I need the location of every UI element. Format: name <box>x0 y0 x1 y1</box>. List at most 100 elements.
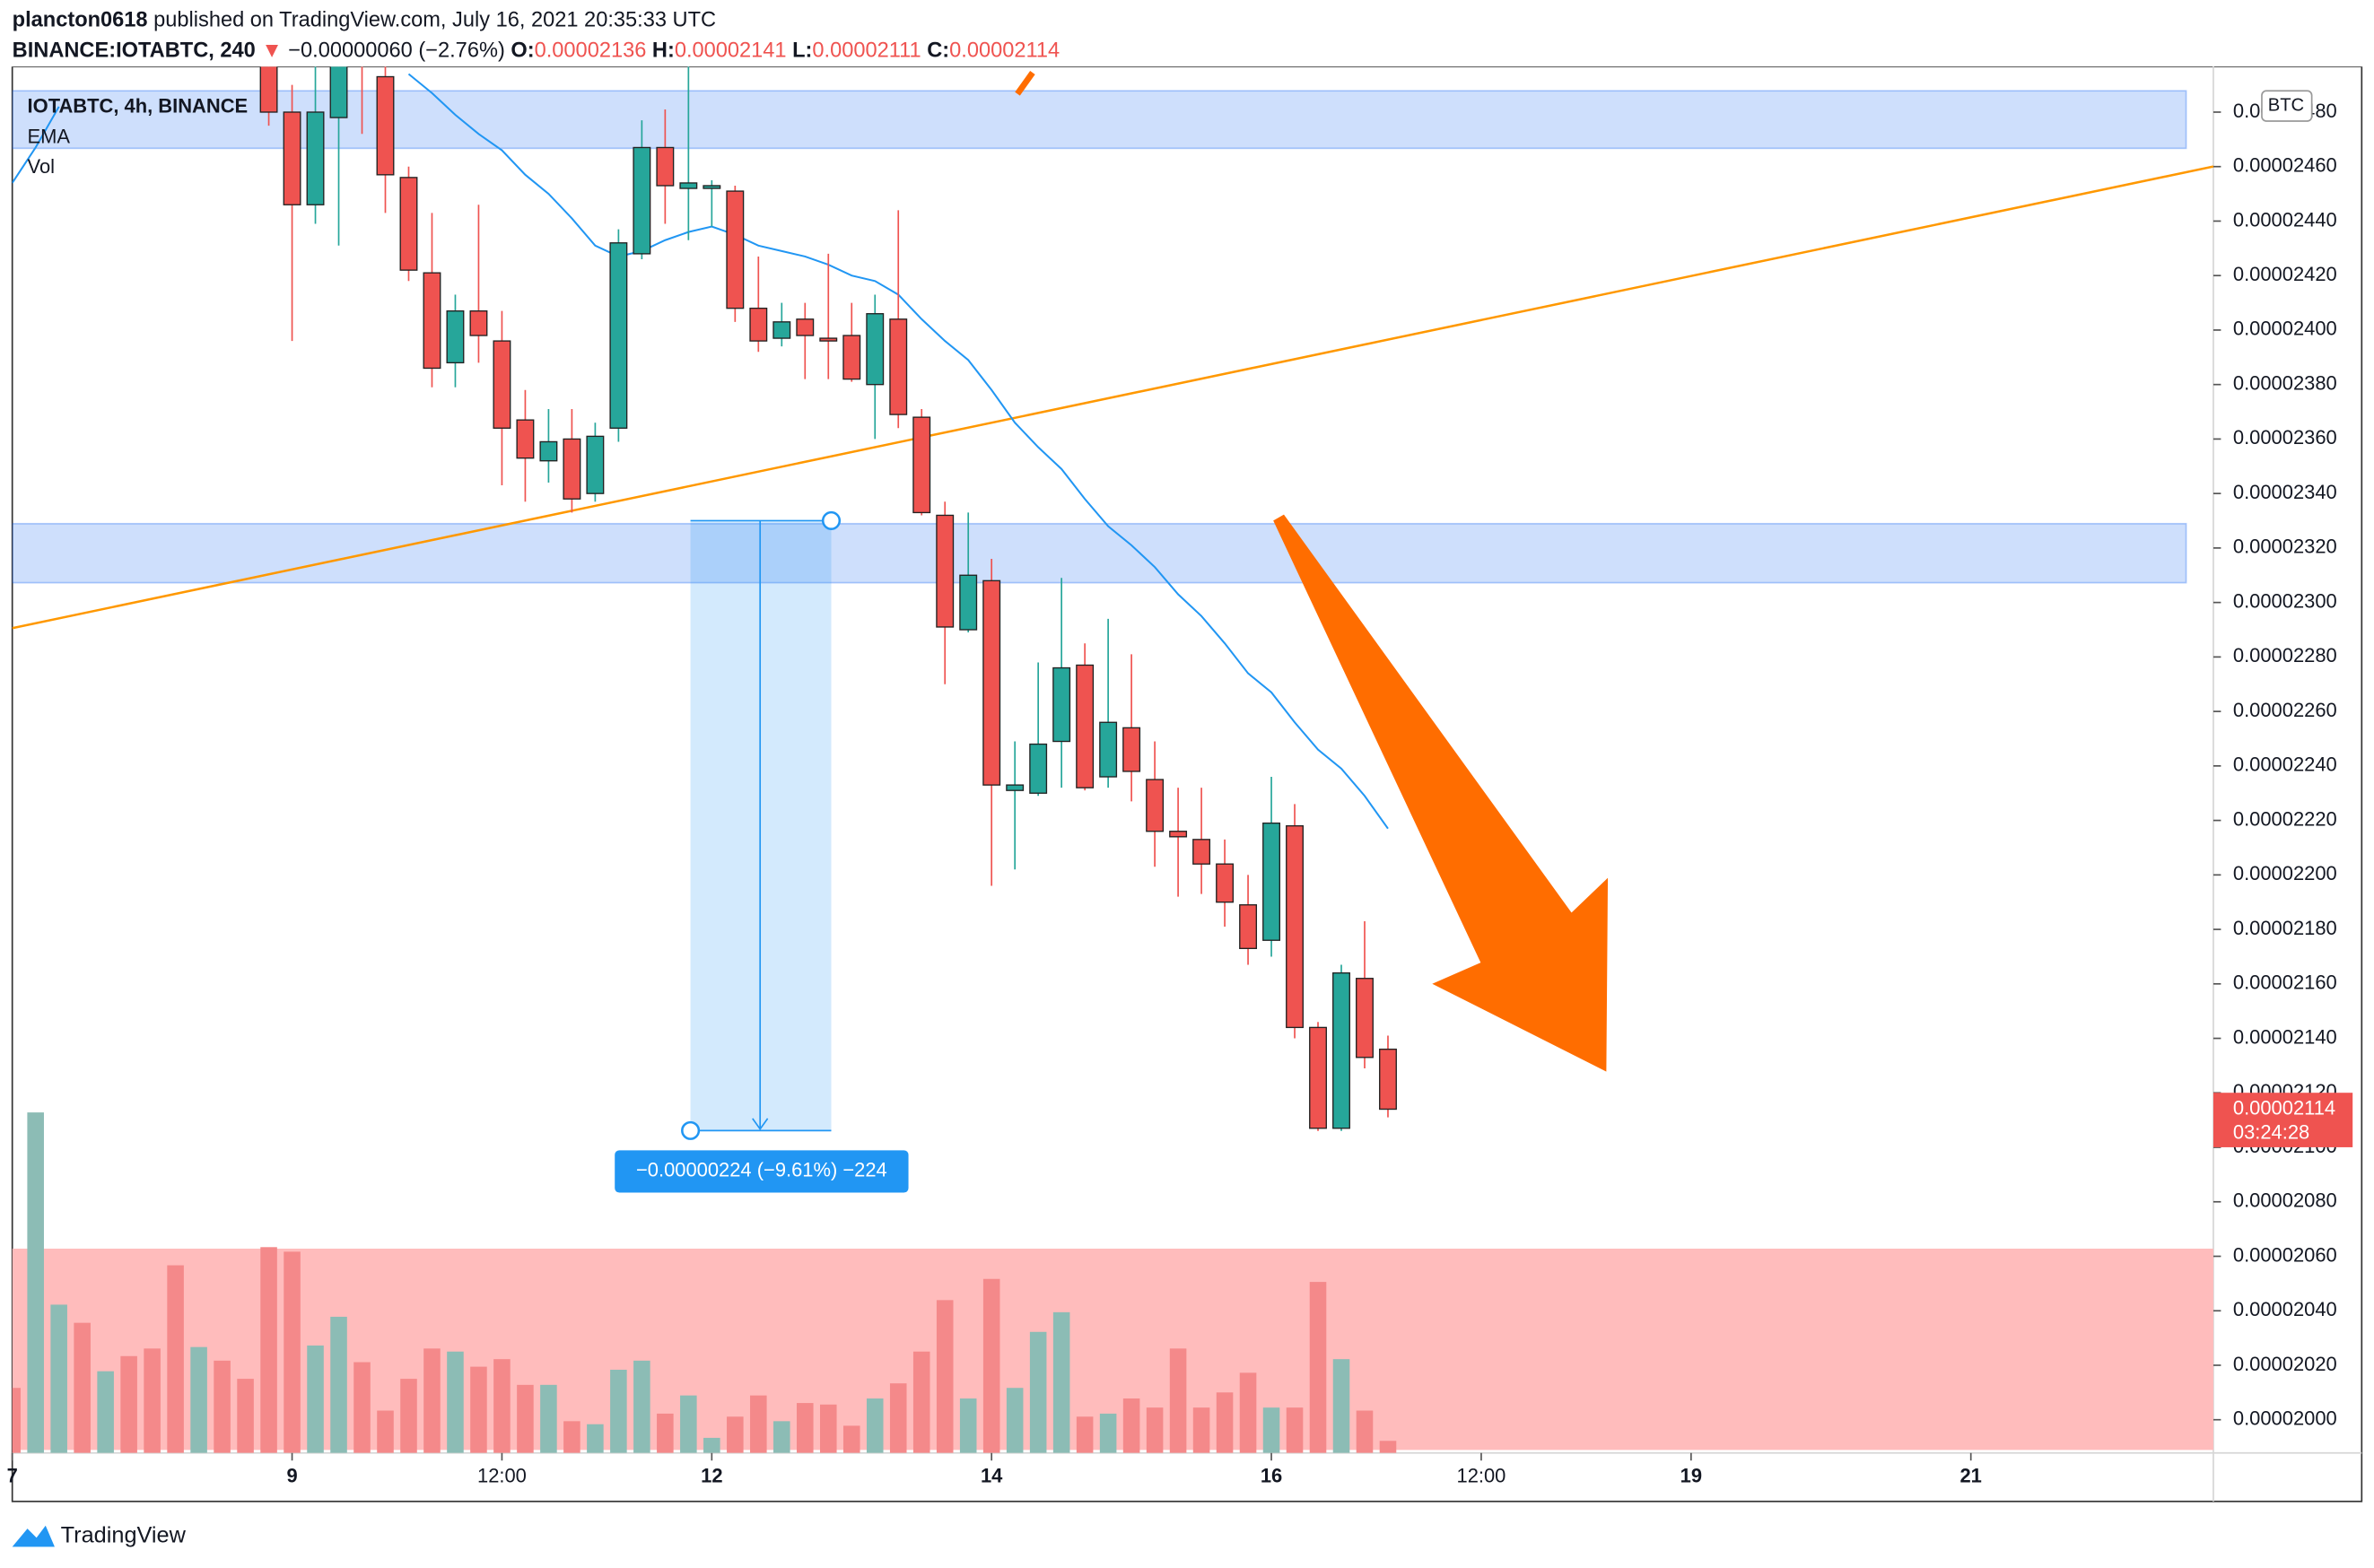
support-zone <box>12 522 2187 584</box>
volume-bar <box>307 1345 324 1453</box>
y-tick-label: 0.00002200 <box>2233 862 2337 884</box>
candle-body <box>749 307 768 342</box>
legend-volume: Vol <box>28 155 55 178</box>
y-tick-label: 0.00002300 <box>2233 589 2337 612</box>
volume-bar <box>1076 1416 1094 1453</box>
volume-bar <box>74 1322 91 1453</box>
volume-bar <box>377 1410 394 1453</box>
candle-body <box>842 335 861 380</box>
header-line-1: plancton0618 published on TradingView.co… <box>13 9 716 32</box>
volume-bar <box>912 1351 930 1453</box>
candle-body <box>1332 971 1350 1129</box>
candle-body <box>283 111 301 205</box>
candle-body <box>539 440 558 462</box>
x-tick-label: 19 <box>1680 1465 1702 1487</box>
header-bg <box>0 0 2374 67</box>
candle-body <box>726 190 745 309</box>
volume-bar <box>1286 1407 1304 1453</box>
y-tick-label: 0.00002060 <box>2233 1243 2337 1266</box>
candle-body <box>259 66 278 113</box>
candle-body <box>1192 839 1211 865</box>
trend-line <box>12 165 2213 630</box>
arrow-fragment <box>1015 71 1035 96</box>
candle-body <box>936 514 955 628</box>
y-tick-label: 0.00002400 <box>2233 318 2337 340</box>
candle-body <box>1006 784 1025 791</box>
volume-bar <box>936 1300 954 1453</box>
volume-bar <box>773 1421 790 1453</box>
ohlc-key: C: <box>927 39 949 63</box>
candle-body <box>1029 743 1048 794</box>
candle-body <box>1309 1026 1327 1129</box>
y-tick-label: 0.00002040 <box>2233 1298 2337 1320</box>
candle-body <box>1099 721 1118 778</box>
volume-bar <box>842 1425 860 1453</box>
volume-bar <box>1146 1407 1164 1453</box>
candle-body <box>889 318 908 415</box>
ohlc-value: 0.00002111 <box>812 39 921 63</box>
volume-bar <box>1379 1441 1397 1453</box>
change: −0.00000060 (−2.76%) <box>288 39 505 63</box>
y-tick-label: 0.00002340 <box>2233 481 2337 503</box>
candle-body <box>796 318 815 336</box>
candle-body <box>912 416 931 514</box>
y-tick-label: 0.00002460 <box>2233 154 2337 177</box>
volume-bar <box>819 1404 837 1453</box>
volume-bar <box>657 1413 674 1453</box>
candle-body <box>469 310 488 336</box>
x-tick-label: 12:00 <box>477 1465 527 1487</box>
y-tick-label: 0.00002440 <box>2233 208 2337 231</box>
volume-bar <box>1192 1407 1210 1453</box>
ohlc-key: H: <box>652 39 675 63</box>
x-tick-label: 16 <box>1261 1465 1282 1487</box>
candle-body <box>656 146 675 187</box>
publisher: plancton0618 <box>13 9 148 32</box>
volume-bar <box>423 1348 441 1453</box>
x-tick-label: 21 <box>1959 1465 1981 1487</box>
volume-bar <box>447 1351 464 1453</box>
candle-body <box>772 321 791 339</box>
candle-body <box>866 313 885 386</box>
published: published on TradingView.com, July 16, 2… <box>153 9 716 32</box>
y-tick-label: 0.00002180 <box>2233 917 2337 939</box>
y-tick-label: 0.00002000 <box>2233 1407 2337 1430</box>
volume-bar <box>680 1395 697 1453</box>
volume-bar <box>1309 1282 1327 1453</box>
measure-handle <box>821 510 842 530</box>
y-tick-label: 0.00002220 <box>2233 807 2337 830</box>
volume-bar <box>727 1416 744 1453</box>
ema-line <box>12 106 60 184</box>
y-tick-label: 0.00002320 <box>2233 536 2337 558</box>
symbol: BINANCE:IOTABTC, 240 <box>13 39 256 63</box>
volume-bar <box>1006 1388 1024 1453</box>
candle-body <box>703 185 721 189</box>
volume-bar <box>97 1371 114 1453</box>
volume-bar <box>563 1421 580 1453</box>
candle-body <box>423 272 441 370</box>
candle-body <box>446 310 465 364</box>
last-price-box <box>2213 1093 2353 1147</box>
candle-body <box>329 66 348 118</box>
candle-body <box>1052 666 1071 743</box>
volume-bar <box>237 1379 254 1453</box>
candle-body <box>516 419 535 459</box>
candle-body <box>1239 904 1258 950</box>
candle-body <box>679 182 698 189</box>
candle-body <box>306 111 325 205</box>
volume-bar <box>633 1360 650 1453</box>
volume-bar <box>353 1362 371 1453</box>
volume-bar <box>1356 1410 1374 1453</box>
volume-bar <box>260 1247 277 1453</box>
volume-bar <box>330 1316 347 1453</box>
y-tick-label: 0.00002260 <box>2233 699 2337 721</box>
measure-arrowhead <box>752 1118 769 1131</box>
y-tick-label: 0.00002020 <box>2233 1353 2337 1375</box>
volume-bar <box>1216 1392 1234 1453</box>
candle-body <box>376 75 395 176</box>
y-tick-label: 0.00002140 <box>2233 1025 2337 1048</box>
volume-bar <box>1332 1359 1350 1453</box>
volume-bar <box>1029 1331 1047 1453</box>
countdown-label: 03:24:28 <box>2233 1121 2309 1144</box>
volume-bar <box>190 1346 207 1453</box>
y-tick-label: 0.00002080 <box>2233 1189 2337 1212</box>
